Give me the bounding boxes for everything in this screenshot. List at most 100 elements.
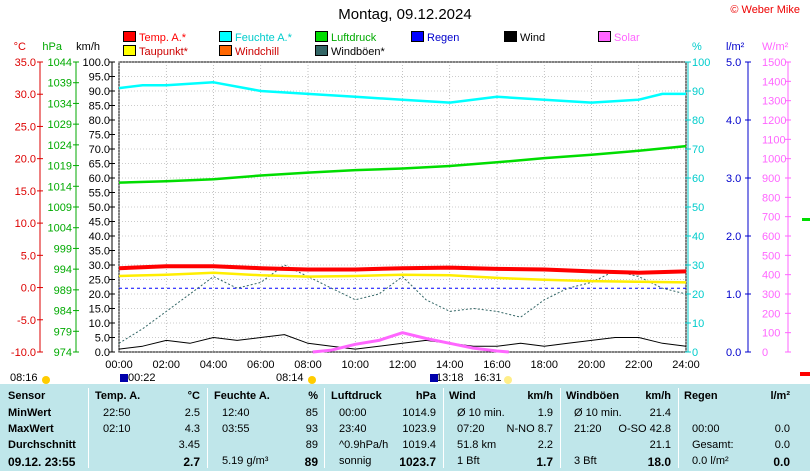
sun-moon-time: 13:18 — [436, 372, 464, 384]
temp-tick-label: -10.0 — [11, 347, 36, 359]
humidity-tick-label: 30 — [692, 260, 704, 272]
x-tick-label: 24:00 — [672, 359, 700, 371]
col_gust-row-label: 21:20 — [574, 423, 602, 435]
pressure-edge-marker — [802, 218, 810, 221]
solar-tick-label: 1000 — [762, 154, 786, 166]
pressure-tick-label: 1034 — [48, 98, 72, 110]
temp-tick-label: 20.0 — [15, 154, 36, 166]
legend-item: Wind — [504, 31, 545, 44]
sun-icon — [308, 376, 316, 384]
col_temp-row-value: 2.5 — [184, 407, 200, 419]
solar-tick-label: 1500 — [762, 57, 786, 69]
wind-tick-label: 20.0 — [89, 289, 110, 301]
pressure-tick-label: 989 — [54, 285, 72, 297]
wind-tick-label: 35.0 — [89, 246, 110, 258]
col_press-row-value: 1019.4 — [402, 439, 436, 451]
legend-item: Windböen* — [315, 45, 385, 58]
solar-tick-label: 1300 — [762, 96, 786, 108]
humidity-tick-label: 40 — [692, 231, 704, 243]
moon-icon — [120, 374, 128, 382]
solar-tick-label: 400 — [762, 270, 780, 282]
col_hum-row-value: 89 — [305, 439, 318, 451]
col_temp-row-label: 22:50 — [103, 407, 131, 419]
pressure-tick-label: 1009 — [48, 202, 72, 214]
temp-tick-label: 30.0 — [15, 89, 36, 101]
pressure-tick-label: 1019 — [48, 161, 72, 173]
col_gust-row-label: 3 Bft — [574, 455, 597, 467]
wind-tick-label: 5.0 — [95, 333, 110, 345]
wind-tick-label: 30.0 — [89, 260, 110, 272]
col_rain-row-value: 0.0 — [774, 423, 790, 435]
x-tick-label: 18:00 — [530, 359, 558, 371]
wind-tick-label: 100.0 — [82, 57, 110, 69]
col_wind-row-value: 2.2 — [537, 439, 553, 451]
wind-tick-label: 75.0 — [89, 130, 110, 142]
x-tick-label: 04:00 — [200, 359, 228, 371]
col_temp-header: Temp. A. — [95, 390, 141, 402]
x-tick-label: 22:00 — [625, 359, 653, 371]
solar-tick-label: 900 — [762, 173, 780, 185]
legend-swatch — [219, 31, 232, 42]
col_wind-row-label: 51.8 km — [457, 439, 497, 451]
pressure-tick-label: 1004 — [48, 223, 72, 235]
wind-tick-label: 90.0 — [89, 86, 110, 98]
x-tick-label: 02:00 — [152, 359, 180, 371]
col_wind-header: Wind — [449, 390, 476, 402]
legend-swatch — [123, 31, 136, 42]
avg-label: Durchschnitt — [8, 439, 76, 451]
col_press-row-label: sonnig — [339, 455, 372, 467]
temp-tick-label: 0.0 — [21, 283, 36, 295]
col_temp-row-value: 4.3 — [184, 423, 200, 435]
legend-label: Temp. A.* — [139, 32, 187, 44]
pressure-tick-label: 974 — [54, 347, 72, 359]
x-tick-label: 00:00 — [105, 359, 133, 371]
x-tick-label: 20:00 — [578, 359, 606, 371]
legend-item: Taupunkt* — [123, 45, 188, 58]
col_wind-row-value: N-NO 8.7 — [506, 423, 553, 435]
legend-swatch — [123, 45, 136, 56]
min-label: MinWert — [8, 407, 52, 419]
series-tempa — [118, 264, 687, 275]
temp-tick-label: 10.0 — [15, 218, 36, 230]
col_wind-row-value: 1.9 — [537, 407, 553, 419]
moon-icon — [430, 374, 438, 382]
wind-tick-label: 50.0 — [89, 202, 110, 214]
pressure-tick-label: 1014 — [48, 181, 72, 193]
temp-tick-label: 25.0 — [15, 121, 36, 133]
col_rain-header: Regen — [684, 390, 718, 402]
legend-swatch — [315, 31, 328, 42]
wind-tick-label: 45.0 — [89, 217, 110, 229]
col_press-row-label: 00:00 — [339, 407, 367, 419]
humidity-tick-label: 10 — [692, 318, 704, 330]
sun-icon — [42, 376, 50, 384]
humidity-tick-label: 100 — [692, 57, 710, 69]
series-taupunkt — [118, 271, 687, 284]
col_hum-row-value: 89 — [304, 455, 318, 469]
temp-tick-label: 15.0 — [15, 186, 36, 198]
sun-moon-time: 08:14 — [276, 372, 304, 384]
col_wind-row-value: 1.7 — [536, 455, 553, 469]
humidity-unit-label: % — [692, 41, 702, 53]
col_press-row-value: 1014.9 — [402, 407, 436, 419]
series-windben — [118, 264, 687, 344]
humidity-tick-label: 70 — [692, 144, 704, 156]
pressure-tick-label: 1044 — [48, 57, 72, 69]
solar-unit-label: W/m² — [762, 41, 789, 53]
col_gust-row-value: O-SO 42.8 — [618, 423, 671, 435]
col_press-row-label: ^0.9hPa/h — [339, 439, 389, 451]
col_temp-row-label: 02:10 — [103, 423, 131, 435]
col_gust-header: Windböen — [566, 390, 620, 402]
col_rain-row-value: 0.0 — [774, 439, 790, 451]
humidity-tick-label: 20 — [692, 289, 704, 301]
solar-tick-label: 1400 — [762, 76, 786, 88]
pressure-tick-label: 1039 — [48, 78, 72, 90]
legend-swatch — [315, 45, 328, 56]
pressure-tick-label: 999 — [54, 243, 72, 255]
wind-tick-label: 70.0 — [89, 144, 110, 156]
solar-tick-label: 800 — [762, 192, 780, 204]
legend-label: Solar — [614, 32, 640, 44]
legend-item: Regen — [411, 31, 459, 44]
col_rain-row-value: 0.0 — [773, 455, 790, 469]
rain-unit-label: l/m² — [726, 41, 745, 53]
solar-tick-label: 200 — [762, 308, 780, 320]
